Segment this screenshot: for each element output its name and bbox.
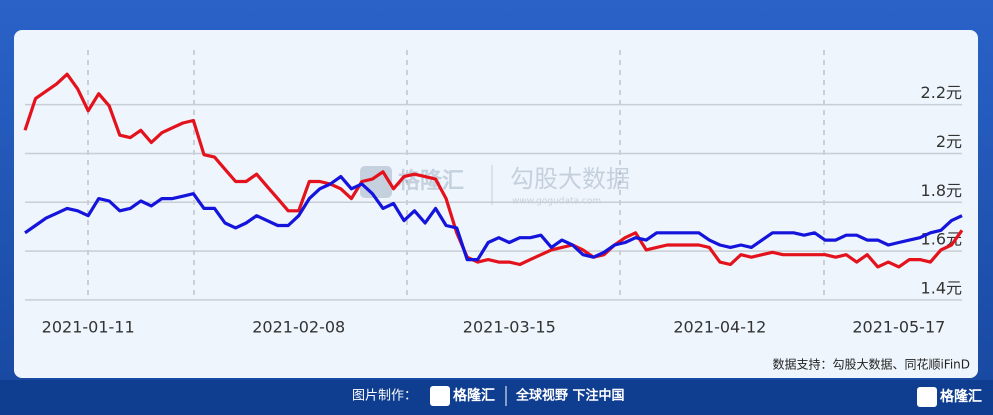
footer-made-by: 图片制作：	[352, 389, 417, 404]
x-tick-label: 2021-05-17	[852, 318, 945, 337]
line-series	[24, 175, 963, 262]
x-tick-label: 2021-04-12	[673, 318, 766, 337]
x-tick-label: 2021-02-08	[252, 318, 345, 337]
y-tick-label: 2.2元	[921, 83, 962, 102]
y-tick-label: 2元	[936, 132, 962, 151]
footer-slogan: 全球视野 下注中国	[515, 388, 625, 404]
line-series	[23, 72, 964, 269]
watermark: 格隆汇 勾股大数据 www.gogudata.com	[360, 165, 630, 207]
x-tick-label: 2021-01-11	[42, 318, 135, 337]
y-tick-label: 1.8元	[921, 181, 962, 200]
watermark-brand: 格隆汇	[398, 168, 464, 194]
watermark-name: 勾股大数据	[510, 165, 630, 193]
footer-brand: 格隆汇	[453, 387, 495, 404]
source: 数据支持：勾股大数据、同花顺iFinD	[772, 357, 970, 372]
footer-logo	[430, 386, 450, 406]
corner-logo	[917, 387, 937, 407]
watermark-url: www.gogudata.com	[512, 197, 601, 207]
corner-brand: 格隆汇	[940, 388, 982, 405]
x-tick-label: 2021-03-15	[463, 318, 556, 337]
y-tick-label: 1.4元	[921, 278, 962, 297]
footer-bar	[0, 380, 993, 415]
panel	[14, 30, 978, 378]
